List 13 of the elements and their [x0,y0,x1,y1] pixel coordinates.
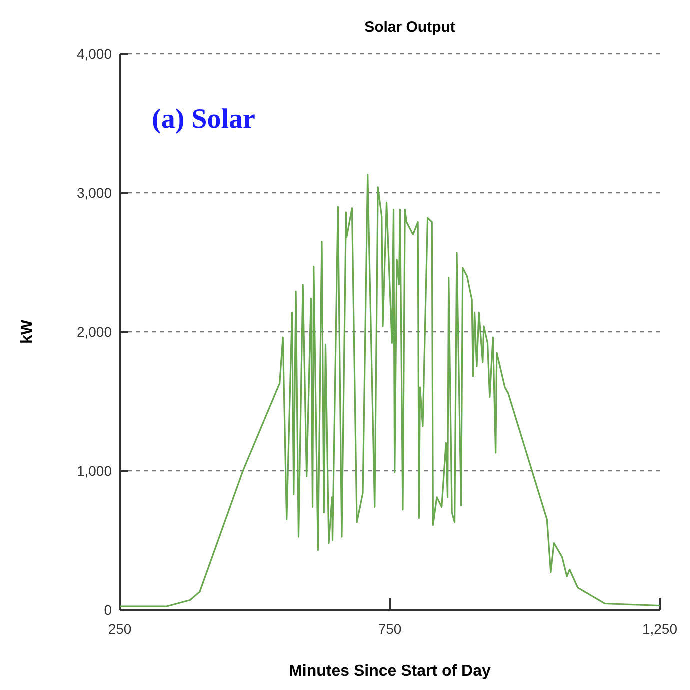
y-tick-label: 4,000 [76,46,112,62]
x-tick-label: 1,250 [642,621,678,637]
y-tick-label: 1,000 [76,463,112,479]
y-tick-label: 2,000 [76,324,112,340]
x-tick-label: 250 [108,621,132,637]
x-axis-title: Minutes Since Start of Day [289,663,492,680]
y-axis-title: kW [19,319,36,344]
annotation: (a) Solar [152,104,256,135]
x-tick-label: 750 [378,621,402,637]
y-tick-label: 0 [104,602,112,618]
chart-title: Solar Output [364,19,456,36]
y-tick-label: 3,000 [76,185,112,201]
line-series [119,174,661,608]
